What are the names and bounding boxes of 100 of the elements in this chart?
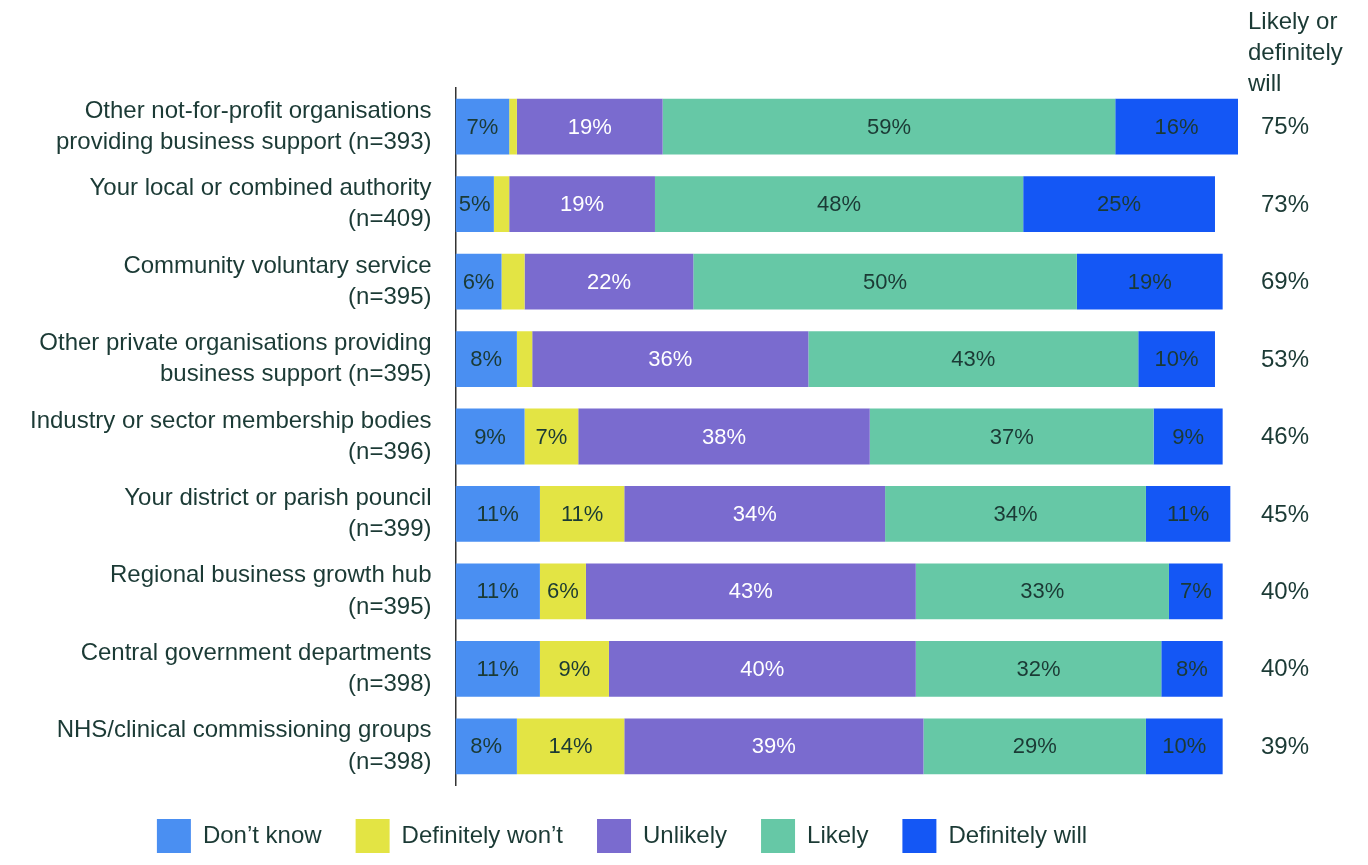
data-label: 43% [728,578,773,604]
data-label: 38% [701,423,747,449]
data-label: 9% [558,655,591,681]
data-label: 43% [951,346,996,372]
text: 73% [1260,189,1310,217]
bar [1023,176,1215,233]
legend-label: Definitely won’t [401,820,564,848]
data-label: 59% [866,113,911,139]
data-label: 25% [1097,191,1142,217]
bar [693,253,1077,310]
text: 39% [1260,731,1310,759]
legend-label: Don’t know [202,820,323,848]
y-tick-label: Community voluntary service (n=395) [123,250,432,309]
data-label: 22% [586,268,631,294]
bar [455,640,540,697]
bar [501,253,525,310]
bar [808,331,1139,387]
data-label: 19% [560,191,605,217]
text: 40% [1260,577,1310,605]
data-label: 50% [863,268,908,294]
bar [1115,98,1238,155]
text: 46% [1260,422,1310,450]
bar [524,253,694,310]
data-label: 6% [547,578,579,604]
text: Likely or definitely will [1247,6,1343,96]
data-label: 29% [1012,733,1057,759]
data-label: 8% [470,733,503,759]
data-label: 7% [1179,578,1212,604]
bar [923,718,1146,775]
bar [455,408,525,465]
y-tick-label: Other not-for-profit organisations providing business support (n=393) [55,95,432,154]
bar [654,176,1024,233]
bar [1138,331,1215,387]
y-tick-label: Central government departments (n=398) [80,637,432,697]
bar [532,331,809,387]
bar [624,718,924,775]
data-label: 33% [1020,578,1065,604]
bar [885,486,1146,542]
data-label: 11% [476,578,519,604]
bar [539,486,625,542]
data-label: 39% [751,733,796,759]
bar [915,640,1162,697]
data-label: 11% [560,501,604,527]
legend-label: Likely [807,820,869,848]
bar [539,640,609,697]
text: 53% [1260,344,1310,372]
y-tick-label: Other private organisations providing business support (n=395) [39,328,432,387]
y-tick-label: Your district or parish pouncil (n=399) [124,482,432,542]
data-label: 11% [476,655,519,681]
bar [509,176,655,233]
data-label: 34% [993,501,1038,527]
bar [915,563,1169,620]
data-label: 8% [470,346,503,372]
bar [608,640,916,697]
data-label: 5% [458,191,491,217]
y-tick-label: NHS/clinical commissioning groups (n=398) [56,715,432,774]
data-label: 19% [567,113,612,139]
legend-label: Unlikely [643,820,728,848]
data-label: 16% [1154,113,1199,139]
bar [455,486,540,542]
text: 69% [1260,267,1310,295]
bar [662,98,1116,155]
bar [516,718,625,775]
bar [578,408,870,465]
bar [455,98,510,155]
data-label: 7% [535,423,568,449]
data-label: 32% [1016,655,1061,681]
bar [516,98,663,155]
data-label: 8% [1176,655,1208,681]
data-label: 10% [1154,346,1199,372]
y-tick-label: Regional business growth hub (n=395) [109,560,432,619]
bar [516,331,533,387]
bar [493,176,510,233]
y-tick-label: Industry or sector membership bodies (n=396) [29,405,432,464]
bar [1145,718,1223,775]
data-label: 37% [989,423,1034,449]
data-label: 9% [474,423,506,449]
bar [1153,408,1223,465]
data-label: 7% [466,113,499,139]
bar [624,486,886,542]
text: 45% [1260,499,1310,527]
data-label: 10% [1162,733,1207,759]
bar [524,408,579,465]
bar [1145,486,1231,542]
data-label: 11% [1166,501,1210,527]
data-label: 9% [1172,423,1205,449]
data-label: 40% [740,655,785,681]
bar [1161,640,1223,697]
bar [455,718,517,775]
legend-label: Definitely will [948,820,1088,848]
bar [869,408,1154,465]
data-label: 11% [476,501,519,527]
bar [455,563,540,620]
data-label: 36% [648,346,693,372]
bar [455,331,517,387]
text: 75% [1260,112,1310,140]
y-tick-label: Your local or combined authority (n=409) [89,173,432,232]
data-label: 34% [732,501,777,527]
bar [1076,253,1223,310]
bar [585,563,916,620]
